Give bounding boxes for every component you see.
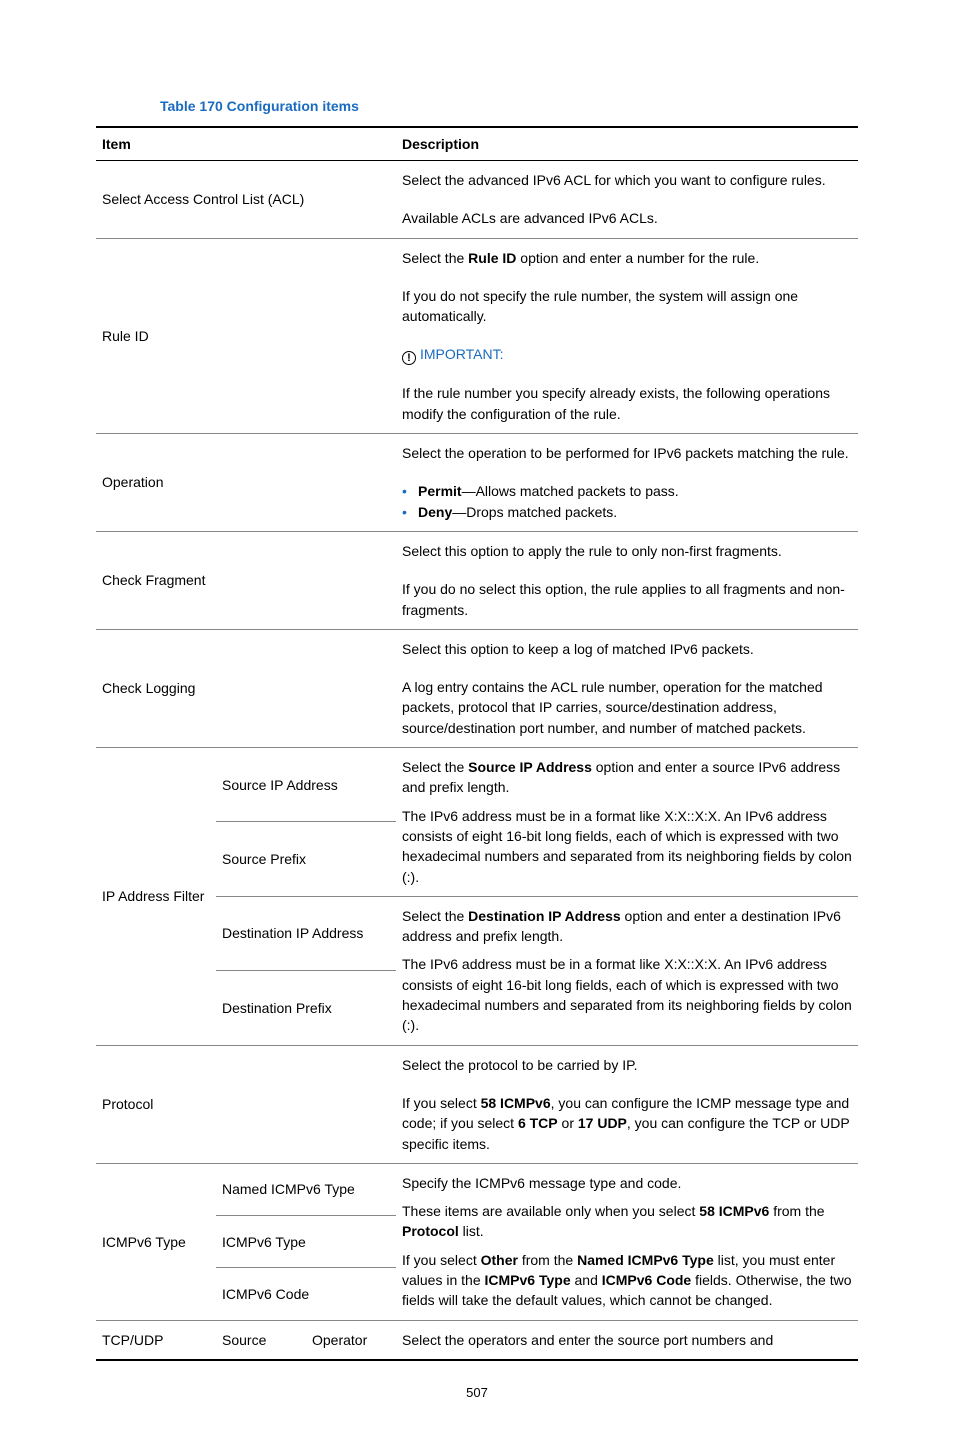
row-acl-d1: Select the advanced IPv6 ACL for which y… (396, 161, 858, 200)
row-icmp-named-label: Named ICMPv6 Type (216, 1163, 396, 1215)
text-fragment: —Drops matched packets. (452, 504, 617, 520)
row-ruleid-important: ! IMPORTANT: (396, 335, 858, 374)
text-fragment: and (571, 1272, 602, 1288)
row-protocol-d2: If you select 58 ICMPv6, you can configu… (396, 1084, 858, 1163)
row-logging-label: Check Logging (96, 629, 396, 747)
text-bold: Named ICMPv6 Type (577, 1252, 714, 1268)
row-protocol-d1: Select the protocol to be carried by IP. (396, 1045, 858, 1084)
text-fragment: If you select (402, 1095, 481, 1111)
header-item: Item (96, 127, 396, 161)
text-bold: Permit (418, 483, 462, 499)
text-bold: 58 ICMPv6 (481, 1095, 551, 1111)
row-srcip-label: Source IP Address (216, 748, 396, 822)
row-dstprefix-desc: The IPv6 address must be in a format lik… (402, 954, 852, 1035)
text-fragment: from the (518, 1252, 577, 1268)
row-acl-label: Select Access Control List (ACL) (96, 161, 396, 239)
row-operation-bullets: Permit—Allows matched packets to pass. D… (396, 472, 858, 531)
text-bold: 6 TCP (518, 1115, 558, 1131)
row-tcpudp-source: Source (216, 1320, 306, 1360)
text-bold: Destination IP Address (468, 908, 620, 924)
text-bold: ICMPv6 Type (485, 1272, 571, 1288)
row-logging-d1: Select this option to keep a log of matc… (396, 629, 858, 668)
table-caption: Table 170 Configuration items (160, 98, 858, 114)
row-ipfilter-group: IP Address Filter (96, 748, 216, 1046)
row-srcprefix-label: Source Prefix (216, 822, 396, 896)
text-bold: ICMPv6 Code (602, 1272, 691, 1288)
header-desc: Description (396, 127, 858, 161)
text-bold: Deny (418, 504, 452, 520)
row-fragment-d2: If you do no select this option, the rul… (396, 570, 858, 629)
row-operation-d1: Select the operation to be performed for… (396, 434, 858, 473)
row-operation-label: Operation (96, 434, 396, 532)
row-srcprefix-desc: The IPv6 address must be in a format lik… (402, 806, 852, 887)
text-bold: Source IP Address (468, 759, 592, 775)
row-icmp-d1: Specify the ICMPv6 message type and code… (402, 1173, 852, 1193)
row-tcpudp-group: TCP/UDP (96, 1320, 216, 1360)
text-fragment: —Allows matched packets to pass. (462, 483, 679, 499)
row-icmp-type-label: ICMPv6 Type (216, 1216, 396, 1268)
row-ruleid-d1: Select the Rule ID option and enter a nu… (396, 238, 858, 277)
important-label: IMPORTANT: (420, 346, 504, 362)
text-fragment: These items are available only when you … (402, 1203, 699, 1219)
row-fragment-d1: Select this option to apply the rule to … (396, 531, 858, 570)
text-bold: Rule ID (468, 250, 516, 266)
row-icmp-code-label: ICMPv6 Code (216, 1268, 396, 1320)
text-bold: 17 UDP (578, 1115, 627, 1131)
text-fragment: Select the (402, 250, 468, 266)
row-tcpudp-desc: Select the operators and enter the sourc… (396, 1320, 858, 1360)
text-fragment: Select the (402, 759, 468, 775)
row-dstip-desc: Select the Destination IP Address option… (396, 896, 858, 1045)
row-acl-d2: Available ACLs are advanced IPv6 ACLs. (396, 199, 858, 238)
row-dstprefix-label: Destination Prefix (216, 971, 396, 1045)
row-ruleid-label: Rule ID (96, 238, 396, 433)
row-icmp-group: ICMPv6 Type (96, 1163, 216, 1320)
page-number: 507 (96, 1385, 858, 1400)
config-table: Item Description Select Access Control L… (96, 126, 858, 1361)
row-tcpudp-operator: Operator (306, 1320, 396, 1360)
text-bold: Other (481, 1252, 518, 1268)
row-srcip-desc: Select the Source IP Address option and … (396, 748, 858, 897)
row-ruleid-d3: If the rule number you specify already e… (396, 374, 858, 433)
text-fragment: list. (459, 1223, 484, 1239)
important-icon: ! (402, 351, 416, 365)
row-dstip-label: Destination IP Address (216, 896, 396, 970)
row-ruleid-d2: If you do not specify the rule number, t… (396, 277, 858, 336)
text-bold: 58 ICMPv6 (699, 1203, 769, 1219)
row-icmp-desc: Specify the ICMPv6 message type and code… (396, 1163, 858, 1320)
row-logging-d2: A log entry contains the ACL rule number… (396, 668, 858, 747)
text-fragment: Select the (402, 908, 468, 924)
text-fragment: option and enter a number for the rule. (516, 250, 759, 266)
text-fragment: or (558, 1115, 578, 1131)
text-fragment: If you select (402, 1252, 481, 1268)
row-fragment-label: Check Fragment (96, 531, 396, 629)
row-protocol-label: Protocol (96, 1045, 396, 1163)
text-bold: Protocol (402, 1223, 459, 1239)
text-fragment: from the (769, 1203, 824, 1219)
